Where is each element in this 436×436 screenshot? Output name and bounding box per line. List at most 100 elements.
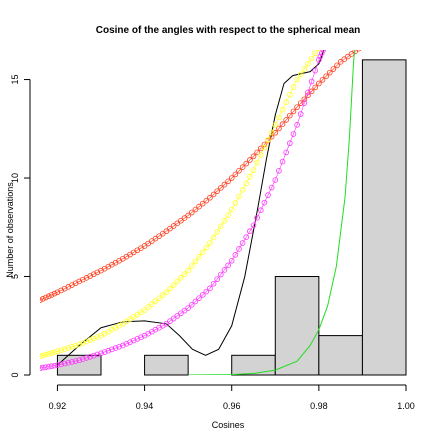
series-point (228, 175, 235, 181)
series-point (279, 158, 286, 165)
series-point (247, 228, 253, 235)
series-point (43, 294, 49, 301)
series-point (138, 334, 144, 341)
series-point (98, 350, 104, 357)
series-point (170, 282, 177, 288)
series-point (283, 149, 289, 156)
series-point (178, 275, 184, 281)
series-point (341, 56, 348, 62)
series-point (152, 298, 159, 304)
series-point (254, 159, 260, 166)
series-point (188, 301, 195, 308)
series-point (268, 184, 275, 191)
series-point (360, 44, 365, 49)
series-point (174, 220, 181, 227)
series-point (250, 222, 257, 229)
series-point (178, 217, 184, 224)
series-point (181, 307, 188, 314)
series-point (218, 223, 224, 230)
series-point (69, 343, 75, 350)
y-tick-label: 5 (10, 274, 20, 279)
x-tick-label: 1.00 (397, 401, 415, 411)
series-point (316, 57, 322, 63)
series-point (312, 67, 319, 74)
y-tick-label: 10 (10, 173, 20, 183)
histogram-bar (144, 354, 189, 376)
series-point (45, 363, 52, 370)
series-point (294, 122, 300, 128)
series-point (94, 334, 101, 340)
series-point (199, 249, 206, 256)
series-point (40, 353, 43, 360)
series-3 (40, 50, 321, 360)
series-point (225, 212, 231, 218)
series-point (272, 177, 279, 183)
series-point (185, 212, 191, 219)
series-point (69, 359, 75, 365)
series-point (188, 209, 195, 216)
series-point (167, 318, 173, 324)
series-point (265, 137, 271, 143)
series-point (40, 365, 43, 371)
series-point (214, 188, 220, 194)
series-point (221, 267, 228, 273)
series-point (61, 346, 68, 352)
series-point (239, 187, 246, 193)
series-point (312, 84, 319, 91)
series-point (109, 346, 115, 353)
series-point (76, 341, 83, 348)
series-point (170, 223, 177, 229)
histogram-bar (231, 354, 276, 376)
series-point (316, 50, 321, 51)
series-point (163, 289, 170, 296)
series-point (199, 292, 206, 298)
series-point (279, 121, 286, 127)
series-point (83, 355, 90, 361)
series-point (294, 104, 300, 110)
series-point (54, 348, 61, 355)
series-point (305, 89, 311, 96)
series-point (236, 246, 242, 252)
series-point (207, 240, 213, 246)
series-point (40, 297, 43, 303)
series-point (316, 80, 322, 87)
series-point (203, 288, 210, 295)
series-point (178, 310, 184, 317)
series-point (45, 351, 52, 357)
series-point (330, 66, 337, 72)
series-point (48, 292, 55, 298)
series-point (159, 292, 166, 299)
chart-title: Cosine of the angles with respect to the… (96, 25, 361, 36)
series-point (156, 295, 162, 301)
series-point (199, 200, 206, 207)
series-point (58, 361, 64, 368)
series-point (228, 257, 235, 264)
series-point (210, 280, 217, 287)
series-point (48, 363, 55, 369)
series-point (218, 185, 224, 191)
histogram-bar (361, 59, 407, 376)
series-point (268, 129, 275, 136)
series-point (51, 349, 58, 355)
series-point (322, 44, 327, 49)
series-point (210, 191, 217, 198)
series-point (283, 117, 289, 123)
series-point (210, 234, 217, 241)
series-point (356, 50, 362, 52)
series-point (145, 304, 152, 310)
y-tick-label: 0 (10, 372, 20, 377)
series-point (301, 96, 308, 103)
series-point (174, 313, 181, 319)
series-point (192, 258, 199, 265)
series-point (134, 336, 141, 342)
series-point (101, 349, 108, 355)
series-point (308, 78, 315, 85)
series-point (287, 91, 293, 98)
series-point (170, 315, 177, 322)
series-point (116, 343, 122, 350)
series-point (225, 178, 231, 185)
series-point (105, 347, 112, 354)
series-point (236, 168, 242, 174)
series-point (276, 114, 282, 121)
